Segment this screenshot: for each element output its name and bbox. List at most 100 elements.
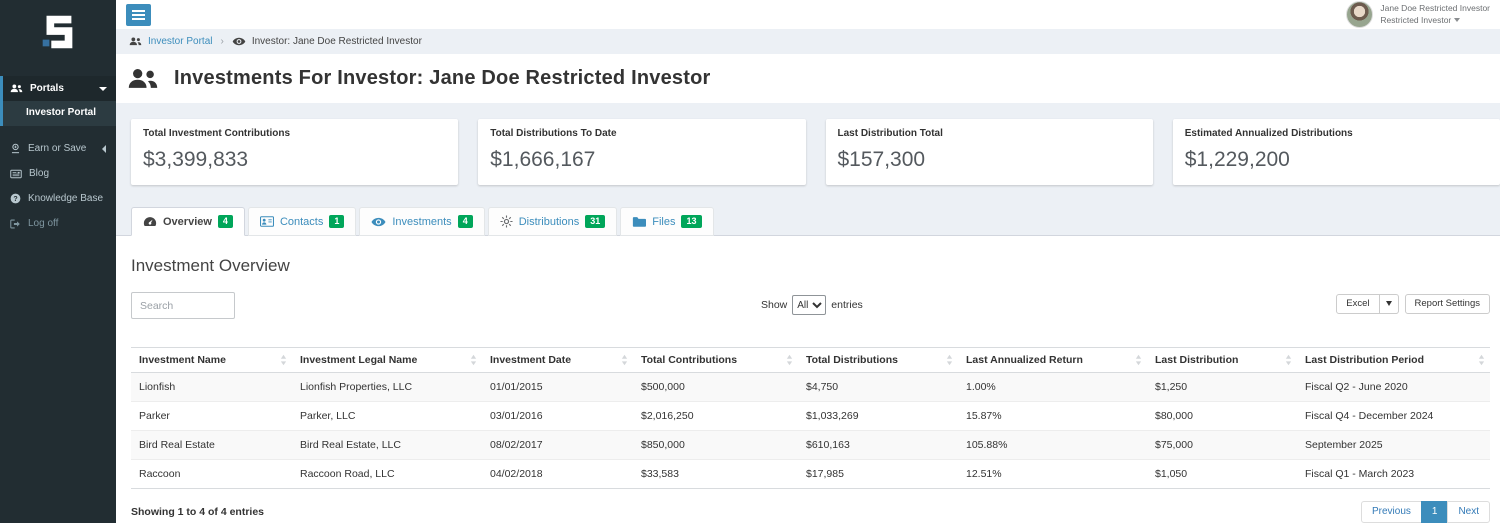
excel-dropdown-button[interactable] [1379, 294, 1399, 314]
cell-total-contributions: $850,000 [633, 430, 798, 460]
table-footer: Showing 1 to 4 of 4 entries Previous 1 N… [131, 489, 1490, 523]
cell-last-distribution: $80,000 [1147, 401, 1297, 431]
column-header-last-distribution-period[interactable]: Last Distribution Period [1297, 347, 1490, 373]
column-header-total-distributions[interactable]: Total Distributions [798, 347, 958, 373]
cell-investment-date: 01/01/2015 [482, 372, 633, 402]
sort-icon[interactable] [1478, 354, 1485, 366]
table-row[interactable]: Lionfish Lionfish Properties, LLC 01/01/… [131, 372, 1490, 402]
cell-legal-name: Raccoon Road, LLC [292, 459, 482, 489]
cell-investment-name: Raccoon [131, 459, 292, 489]
table-row[interactable]: Bird Real Estate Bird Real Estate, LLC 0… [131, 430, 1490, 460]
next-page-button[interactable]: Next [1447, 501, 1490, 523]
cell-last-annualized-return: 1.00% [958, 372, 1147, 402]
cell-legal-name: Bird Real Estate, LLC [292, 430, 482, 460]
earn-or-save-icon [11, 143, 20, 154]
cell-total-contributions: $500,000 [633, 372, 798, 402]
tab-contacts[interactable]: Contacts 1 [247, 207, 357, 236]
stat-value: $3,399,833 [143, 148, 249, 171]
sidebar-item-portals[interactable]: Portals [3, 76, 116, 101]
avatar [1346, 1, 1374, 29]
cell-total-distributions: $4,750 [798, 372, 958, 402]
breadcrumb-separator: › [220, 36, 224, 48]
sidebar-item-knowledge-base[interactable]: ? Knowledge Base [0, 186, 116, 211]
breadcrumb-link-investor-portal[interactable]: Investor Portal [148, 36, 213, 48]
sidebar-menu: Portals Investor Portal Earn or Save [0, 64, 116, 236]
users-icon [10, 84, 23, 93]
user-name: Jane Doe Restricted Investor [1380, 3, 1490, 14]
column-header-legal-name[interactable]: Investment Legal Name [292, 347, 482, 373]
logo-icon [42, 15, 73, 49]
stat-value: $157,300 [837, 148, 926, 171]
tab-label: Overview [163, 215, 212, 228]
stat-card-last-distribution: Last Distribution Total $157,300 [825, 119, 1153, 185]
sidebar-item-label: Earn or Save [28, 143, 87, 154]
tab-bar: Overview 4 Contacts 1 Investments 4 [116, 185, 1500, 236]
table-header-row: Investment Name Investment Legal Name In… [131, 347, 1490, 373]
question-circle-icon: ? [10, 193, 21, 204]
tab-label: Contacts [279, 215, 324, 228]
sidebar-item-label: Knowledge Base [28, 193, 104, 204]
folder-icon [633, 217, 647, 227]
company-logo[interactable] [0, 0, 116, 64]
column-header-total-contributions[interactable]: Total Contributions [633, 347, 798, 373]
svg-text:?: ? [13, 196, 17, 203]
user-role: Restricted Investor [1380, 15, 1490, 26]
cell-total-contributions: $2,016,250 [633, 401, 798, 431]
showing-entries-text: Showing 1 to 4 of 4 entries [131, 506, 265, 518]
tab-overview[interactable]: Overview 4 [131, 207, 245, 236]
user-info: Jane Doe Restricted Investor Restricted … [1380, 3, 1490, 26]
tab-investments[interactable]: Investments 4 [359, 207, 485, 236]
column-header-last-distribution[interactable]: Last Distribution [1147, 347, 1297, 373]
report-settings-button[interactable]: Report Settings [1404, 294, 1490, 314]
previous-page-button[interactable]: Previous [1360, 501, 1422, 523]
sidebar-item-investor-portal[interactable]: Investor Portal [3, 101, 116, 126]
column-header-investment-name[interactable]: Investment Name [131, 347, 292, 373]
cell-investment-date: 04/02/2018 [482, 459, 633, 489]
tab-badge: 4 [217, 215, 233, 228]
sort-icon[interactable] [1285, 354, 1292, 366]
page-number-button[interactable]: 1 [1420, 501, 1449, 523]
tab-files[interactable]: Files 13 [620, 207, 714, 236]
cell-last-distribution: $75,000 [1147, 430, 1297, 460]
cell-total-distributions: $17,985 [798, 459, 958, 489]
cell-investment-date: 03/01/2016 [482, 401, 633, 431]
chevron-down-icon [99, 86, 107, 91]
stat-label: Estimated Annualized Distributions [1184, 128, 1353, 139]
cell-last-distribution-period: September 2025 [1297, 430, 1490, 460]
column-header-investment-date[interactable]: Investment Date [482, 347, 633, 373]
cell-last-distribution-period: Fiscal Q1 - March 2023 [1297, 459, 1490, 489]
table-row[interactable]: Parker Parker, LLC 03/01/2016 $2,016,250… [131, 401, 1490, 431]
sort-icon[interactable] [621, 354, 628, 366]
eye-icon [371, 217, 386, 226]
sidebar-item-earn-or-save[interactable]: Earn or Save [0, 136, 116, 161]
sort-icon[interactable] [786, 354, 793, 366]
sort-icon[interactable] [470, 354, 477, 366]
stat-label: Last Distribution Total [837, 128, 943, 139]
main-area: Jane Doe Restricted Investor Restricted … [116, 0, 1500, 523]
sort-icon[interactable] [1135, 354, 1142, 366]
table-row[interactable]: Raccoon Raccoon Road, LLC 04/02/2018 $33… [131, 459, 1490, 489]
cell-total-contributions: $33,583 [633, 459, 798, 489]
sidebar-item-label: Blog [29, 168, 50, 179]
tab-badge: 31 [585, 215, 606, 228]
sort-icon[interactable] [280, 354, 287, 366]
sidebar-item-blog[interactable]: Blog [0, 161, 116, 186]
tab-badge: 1 [329, 215, 345, 228]
user-menu[interactable]: Jane Doe Restricted Investor Restricted … [1346, 1, 1490, 29]
sun-icon [500, 215, 513, 228]
breadcrumb: Investor Portal › Investor: Jane Doe Res… [116, 29, 1500, 55]
sidebar-subitem-label: Investor Portal [26, 107, 97, 118]
excel-export-button[interactable]: Excel [1336, 294, 1380, 314]
sidebar-item-log-off[interactable]: Log off [0, 211, 116, 236]
sort-icon[interactable] [946, 354, 953, 366]
sidebar-item-label: Portals [30, 83, 64, 94]
tab-label: Distributions [518, 215, 580, 228]
search-input[interactable] [131, 292, 235, 319]
tab-distributions[interactable]: Distributions 31 [487, 207, 618, 236]
eye-icon [232, 38, 246, 46]
column-header-last-annualized-return[interactable]: Last Annualized Return [958, 347, 1147, 373]
entries-select[interactable]: All [792, 295, 827, 315]
sidebar-toggle-button[interactable] [126, 3, 151, 26]
cell-total-distributions: $1,033,269 [798, 401, 958, 431]
